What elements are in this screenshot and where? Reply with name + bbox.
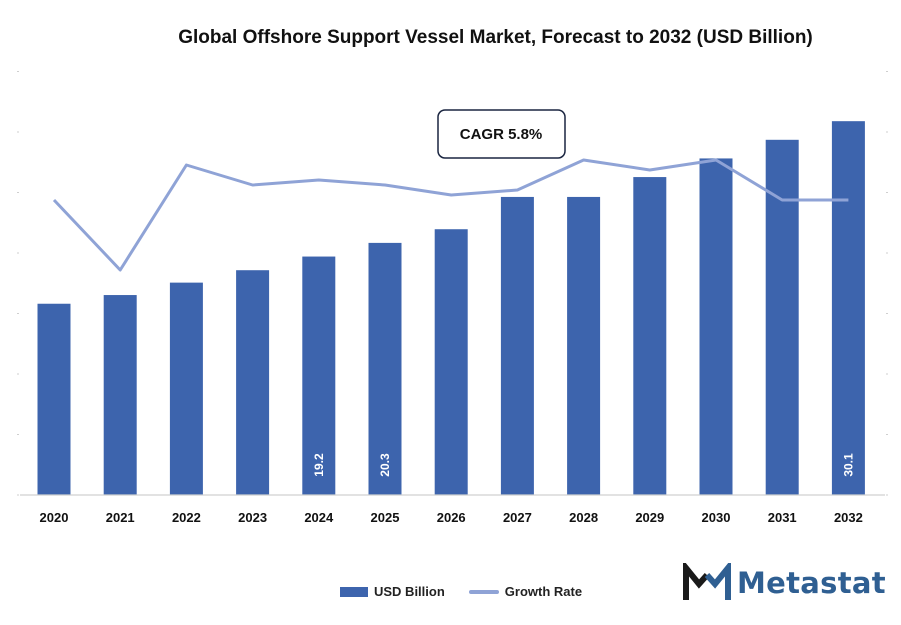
metastat-m-logo-icon bbox=[683, 563, 731, 600]
x-tick-label-2023: 2023 bbox=[238, 510, 267, 525]
bar-2021 bbox=[103, 295, 137, 495]
bars-group: 19.2 20.3 30.1 bbox=[37, 121, 865, 495]
x-tick-label-2031: 2031 bbox=[768, 510, 797, 525]
legend-swatch-line bbox=[468, 589, 499, 594]
legend-swatch-bar bbox=[340, 586, 368, 597]
bar-2030 bbox=[699, 158, 733, 495]
bar-2029 bbox=[633, 177, 667, 495]
growth-rate-line bbox=[52, 158, 849, 272]
x-tick-label-2030: 2030 bbox=[702, 510, 731, 525]
x-tick-label-2025: 2025 bbox=[371, 510, 400, 525]
x-tick-label-2029: 2029 bbox=[635, 510, 664, 525]
x-tick-label-2026: 2026 bbox=[437, 510, 466, 525]
x-axis-labels-group: 2020 2021 2022 2023 2024 2025 2026 2027 2028 2029… bbox=[40, 510, 863, 525]
x-tick-label-2027: 2027 bbox=[503, 510, 532, 525]
cagr-callout: CAGR 5.8% bbox=[437, 109, 566, 159]
data-label-2025: 20.3 bbox=[378, 453, 392, 477]
x-tick-label-2024: 2024 bbox=[304, 510, 334, 525]
tick-marks-group bbox=[17, 71, 888, 496]
x-tick-label-2028: 2028 bbox=[569, 510, 598, 525]
cagr-callout-box bbox=[437, 109, 566, 159]
data-label-2024: 19.2 bbox=[312, 453, 326, 477]
legend: USD Billion Growth Rate bbox=[340, 584, 606, 599]
bar-2032 bbox=[831, 121, 865, 495]
bar-2023 bbox=[236, 270, 270, 495]
legend-item-line: Growth Rate bbox=[468, 584, 583, 599]
legend-label-bars: USD Billion bbox=[374, 584, 445, 599]
chart-title: Global Offshore Support Vessel Market, F… bbox=[178, 27, 813, 48]
bar-2024 bbox=[302, 256, 336, 495]
bar-2027 bbox=[500, 196, 534, 495]
data-label-2032: 30.1 bbox=[841, 453, 855, 477]
metastat-logo: Metastat bbox=[683, 563, 886, 603]
legend-label-line: Growth Rate bbox=[504, 584, 583, 599]
x-tick-label-2021: 2021 bbox=[106, 510, 135, 525]
bar-2020 bbox=[37, 303, 71, 495]
bar-2025 bbox=[368, 242, 402, 495]
logo-text: Metastat bbox=[737, 566, 886, 600]
x-tick-label-2032: 2032 bbox=[834, 510, 863, 525]
legend-item-bars: USD Billion bbox=[340, 584, 445, 599]
bar-2028 bbox=[567, 196, 601, 495]
x-tick-label-2020: 2020 bbox=[40, 510, 69, 525]
bar-2026 bbox=[434, 229, 468, 495]
cagr-callout-text: CAGR 5.8% bbox=[460, 126, 543, 143]
bar-2022 bbox=[169, 282, 203, 495]
x-tick-label-2022: 2022 bbox=[172, 510, 201, 525]
